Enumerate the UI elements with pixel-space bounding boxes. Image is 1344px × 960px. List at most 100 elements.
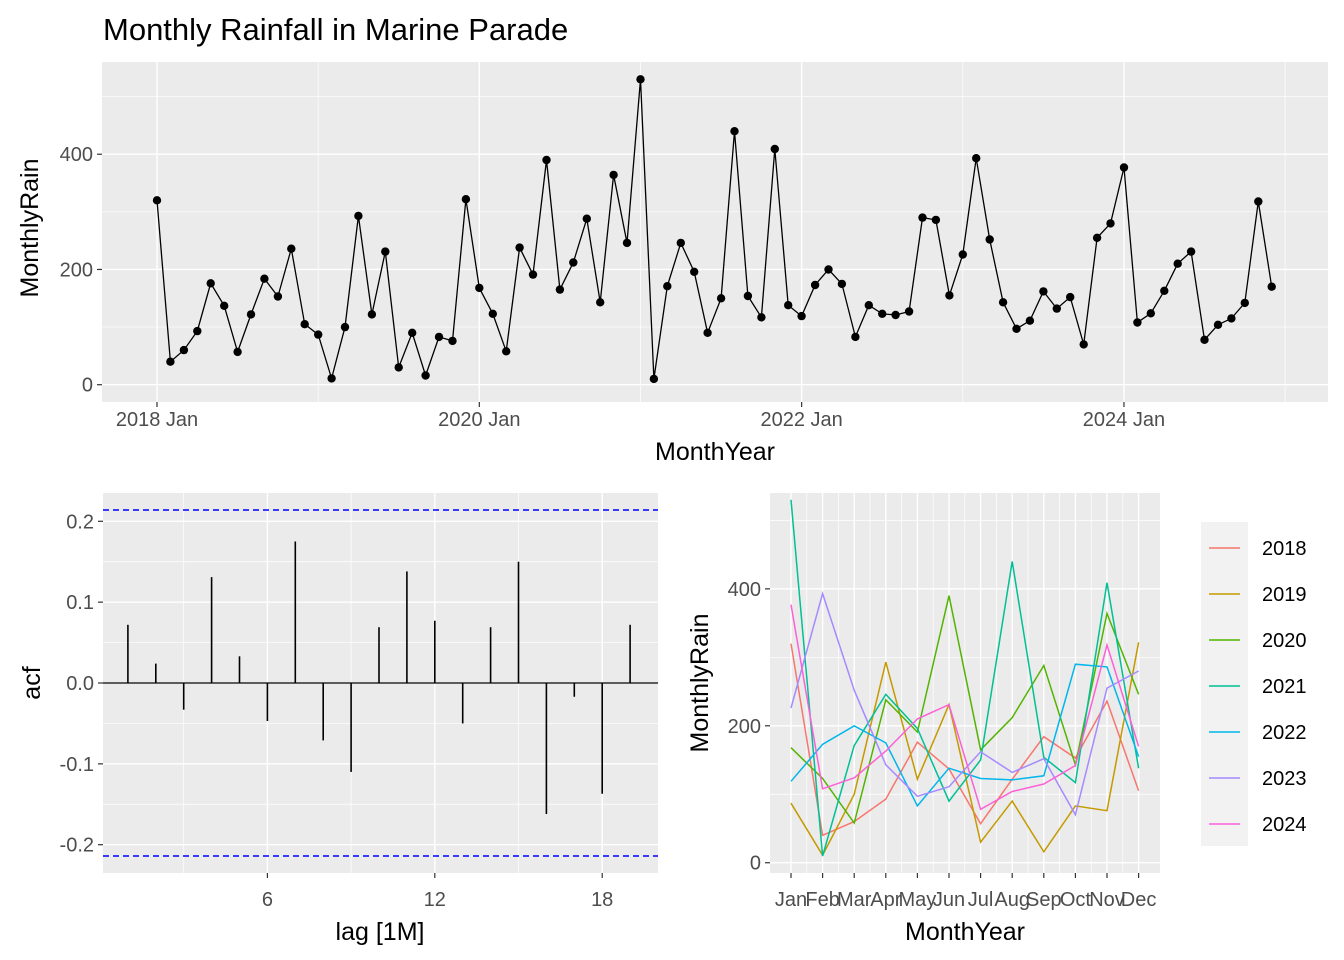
ts-data-point	[985, 235, 994, 244]
ts-x-tick-label: 2020 Jan	[438, 409, 520, 431]
season-x-tick-label: Jul	[968, 889, 994, 911]
season-grid	[770, 493, 1160, 873]
ts-data-point	[716, 294, 726, 303]
ts-data-point	[488, 309, 497, 318]
ts-data-point	[408, 328, 417, 337]
ts-data-point	[421, 371, 430, 380]
ts-data-point	[193, 326, 202, 336]
ts-data-point	[1025, 316, 1035, 325]
ts-data-point	[314, 330, 323, 339]
ts-data-point	[1200, 335, 1209, 344]
ts-data-point	[904, 307, 914, 316]
acf-bars	[127, 541, 631, 814]
ts-data-point	[1039, 287, 1048, 296]
season-y-tick-label: 400	[728, 579, 761, 601]
ts-data-point	[434, 332, 444, 342]
ts-points	[152, 75, 1276, 384]
ts-data-point	[166, 357, 175, 366]
acf-x-tick-label: 6	[262, 889, 273, 911]
season-x-tick-label: Oct	[1060, 889, 1092, 911]
legend: 2018 2019 2020 2021 2022 2023 2024	[1209, 538, 1307, 836]
ts-data-point	[367, 310, 377, 319]
ts-data-point	[461, 195, 471, 204]
ts-data-point	[206, 279, 215, 288]
ts-data-point	[233, 347, 242, 357]
legend-label-2021: 2021	[1262, 676, 1307, 698]
ts-y-tick-label: 200	[60, 259, 93, 281]
legend-label-2024: 2024	[1262, 814, 1307, 836]
legend-label-2023: 2023	[1262, 768, 1307, 790]
ts-data-point	[596, 298, 605, 307]
ts-data-point	[972, 154, 981, 163]
ts-data-point	[1119, 163, 1129, 172]
season-x-tick-label: Mar	[837, 889, 872, 911]
ts-data-point	[918, 213, 927, 222]
ts-data-point	[784, 301, 793, 310]
season-y-tick-label: 0	[750, 853, 761, 875]
ts-data-point	[1133, 318, 1142, 327]
season-x-tick-label: Feb	[805, 889, 839, 911]
ts-x-tick-label: 2022 Jan	[760, 409, 842, 431]
season-series-line-2024	[790, 604, 1140, 811]
ts-y-tick-label: 0	[82, 375, 93, 397]
season-y-ticks: 0 200 400	[728, 579, 770, 875]
ts-data-point	[891, 310, 900, 320]
ts-data-point	[837, 279, 847, 289]
ts-data-point	[770, 144, 779, 154]
season-x-tick-label: Dec	[1121, 889, 1157, 911]
legend-label-2018: 2018	[1262, 538, 1307, 560]
ts-data-point	[1227, 314, 1236, 323]
acf-y-tick-label: 0.0	[66, 673, 94, 695]
legend-background	[1201, 522, 1248, 846]
ts-data-point	[676, 238, 685, 248]
ts-data-point	[703, 328, 712, 337]
ts-data-point	[1146, 309, 1156, 318]
ts-data-point	[1160, 286, 1169, 295]
ts-data-point	[528, 270, 538, 279]
ts-x-axis-label: MonthYear	[655, 438, 775, 466]
ts-data-point	[273, 292, 283, 301]
ts-data-point	[220, 301, 229, 310]
ts-data-point	[582, 214, 591, 223]
ts-data-point	[931, 215, 941, 225]
ts-data-point	[1213, 320, 1223, 329]
season-x-tick-label: Nov	[1089, 889, 1125, 911]
acf-y-tick-label: 0.2	[66, 511, 94, 533]
ts-data-point	[448, 336, 457, 346]
season-x-tick-label: Sep	[1026, 889, 1062, 911]
ts-data-point	[246, 310, 256, 319]
ts-data-point	[287, 244, 296, 253]
ts-data-point	[569, 258, 578, 267]
ts-data-point	[1173, 259, 1182, 268]
ts-series-line	[156, 79, 1273, 381]
season-series-line-2020	[790, 595, 1140, 825]
acf-y-tick-label: -0.2	[60, 835, 94, 857]
season-series-lines	[790, 499, 1140, 857]
ts-data-point	[381, 247, 390, 256]
legend-label-2019: 2019	[1262, 584, 1307, 606]
ts-data-point	[475, 283, 484, 293]
ts-x-ticks: 2018 Jan 2020 Jan 2022 Jan 2024 Jan	[116, 402, 1165, 431]
ts-y-axis-label: MonthlyRain	[16, 159, 44, 298]
ts-data-point	[1254, 197, 1263, 206]
ts-grid	[102, 62, 1328, 402]
ts-data-point	[542, 155, 551, 165]
ts-panel-background	[102, 62, 1328, 402]
season-x-tick-label: Aug	[994, 889, 1030, 911]
ts-data-point	[1052, 304, 1062, 313]
ts-data-point	[730, 127, 739, 136]
legend-label-2020: 2020	[1262, 630, 1307, 652]
ts-data-point	[515, 243, 524, 252]
ts-data-point	[354, 211, 363, 221]
ts-data-point	[502, 347, 511, 356]
season-x-tick-label: May	[899, 889, 937, 911]
ts-data-point	[555, 285, 565, 294]
chart-title: Monthly Rainfall in Marine Parade	[103, 12, 568, 47]
ts-data-point	[824, 265, 833, 274]
ts-data-point	[810, 280, 820, 290]
acf-x-tick-label: 18	[591, 889, 613, 911]
ts-y-ticks: 0 200 400	[60, 144, 102, 397]
season-y-axis-label: MonthlyRain	[686, 614, 714, 753]
season-series-line-2023	[790, 591, 1139, 817]
